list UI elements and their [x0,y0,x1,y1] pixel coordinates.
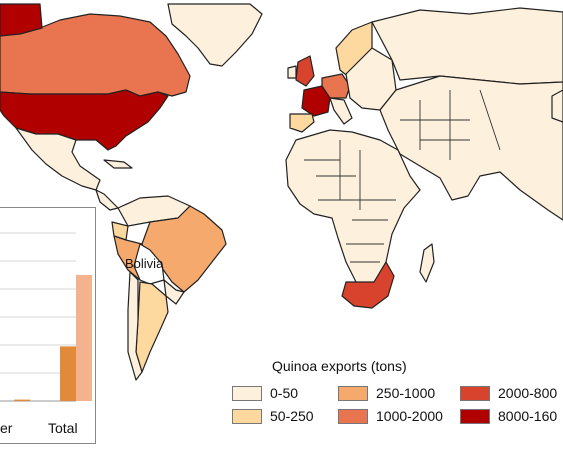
legend-label-1: 50-250 [270,408,314,424]
legend-swatch-2 [338,385,368,401]
legend-swatch-3 [338,408,368,424]
legend-label-0: 0-50 [270,385,299,401]
legend-item-4: 2000-800 [460,384,557,402]
country-chile [127,271,143,381]
bolivia-label: Bolivia [125,256,164,271]
legend-title: Quinoa exports (tons) [272,358,407,374]
legend-swatch-5 [460,408,490,424]
inset-bar-s0-c0 [14,399,30,401]
inset-bar-s1-c1 [76,275,92,401]
country-bolivia [133,243,165,285]
country-ireland [287,65,297,79]
inset-bar-chart: er Total [0,207,96,444]
legend-item-0: 0-50 [232,384,298,402]
country-argentina [135,281,169,373]
country-alaska [0,3,43,37]
country-italy [329,97,353,125]
inset-chart-svg: er Total [0,232,92,436]
legend-swatch-4 [460,385,490,401]
legend-swatch-0 [232,385,262,401]
legend-label-4: 2000-800 [498,385,558,401]
inset-bar-s0-c1 [60,346,76,401]
country-greenland [167,3,263,67]
legend-label-2: 250-1000 [376,385,436,401]
country-japan [551,89,563,123]
country-south-africa [341,261,395,309]
legend-item-3: 1000-2000 [338,407,443,425]
legend-swatch-1 [232,408,262,424]
country-uk [295,55,315,87]
country-mexico [15,127,101,191]
country-madagascar [419,243,435,283]
country-uruguay-paraguay [163,279,185,305]
legend-item-2: 250-1000 [338,384,435,402]
legend-item-1: 50-250 [232,407,314,425]
country-central-america [95,189,119,211]
country-france [301,85,331,117]
legend-item-5: 8000-160 [460,407,557,425]
country-cuba [103,159,133,169]
country-africa [285,129,421,285]
country-russia [371,7,563,85]
legend-label-5: 8000-160 [498,408,558,424]
inset-category-label: Total [48,420,78,436]
inset-category-label: er [0,420,13,436]
country-iberia [289,113,315,133]
legend-label-3: 1000-2000 [376,408,443,424]
